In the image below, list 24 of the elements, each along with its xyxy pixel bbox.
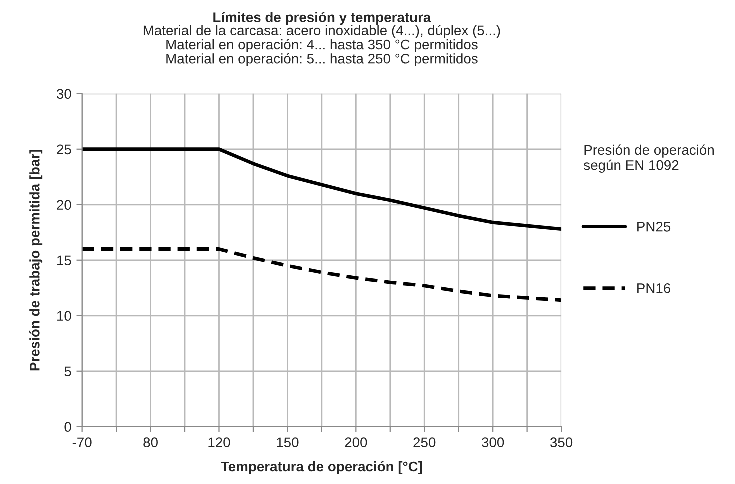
x-tick-label: 150	[277, 438, 299, 448]
x-tick-label: 200	[345, 438, 368, 448]
y-tick-label: 20	[57, 200, 72, 210]
chart-title: Límites de presión y temperatura	[214, 12, 432, 26]
x-tick-label: 80	[144, 438, 158, 448]
x-tick-label: 350	[550, 438, 573, 448]
y-tick-label: 10	[58, 311, 72, 322]
x-tick-label: -70	[72, 438, 92, 448]
x-tick-label: 300	[482, 438, 504, 448]
x-tick-label: 250	[414, 438, 436, 448]
line-series	[82, 148, 562, 232]
y-tick-label: 25	[57, 144, 72, 155]
y-tick-label: 15	[58, 256, 72, 266]
x-axis-title: Temperatura de operación [°C]	[221, 461, 422, 474]
line-series	[82, 248, 562, 302]
legend-title: Presión de operación según EN 1092	[584, 144, 714, 174]
legend-label: PN25	[638, 222, 671, 232]
y-tick-label: 5	[64, 366, 72, 377]
chart-subtitle: Material de la carcasa: acero inoxidable (4...), dúplex (5...) Material en operación: 4... hasta 350 °C permitidos Material en operación: 5... hasta 250 °C permitidos	[144, 25, 500, 67]
legend-label: PN16	[638, 284, 671, 294]
y-tick-label: 0	[64, 422, 72, 432]
y-axis-title: Presión de trabajo permitida [bar]	[30, 150, 43, 371]
y-tick-label: 30	[56, 89, 72, 100]
x-tick-label: 120	[208, 438, 230, 448]
